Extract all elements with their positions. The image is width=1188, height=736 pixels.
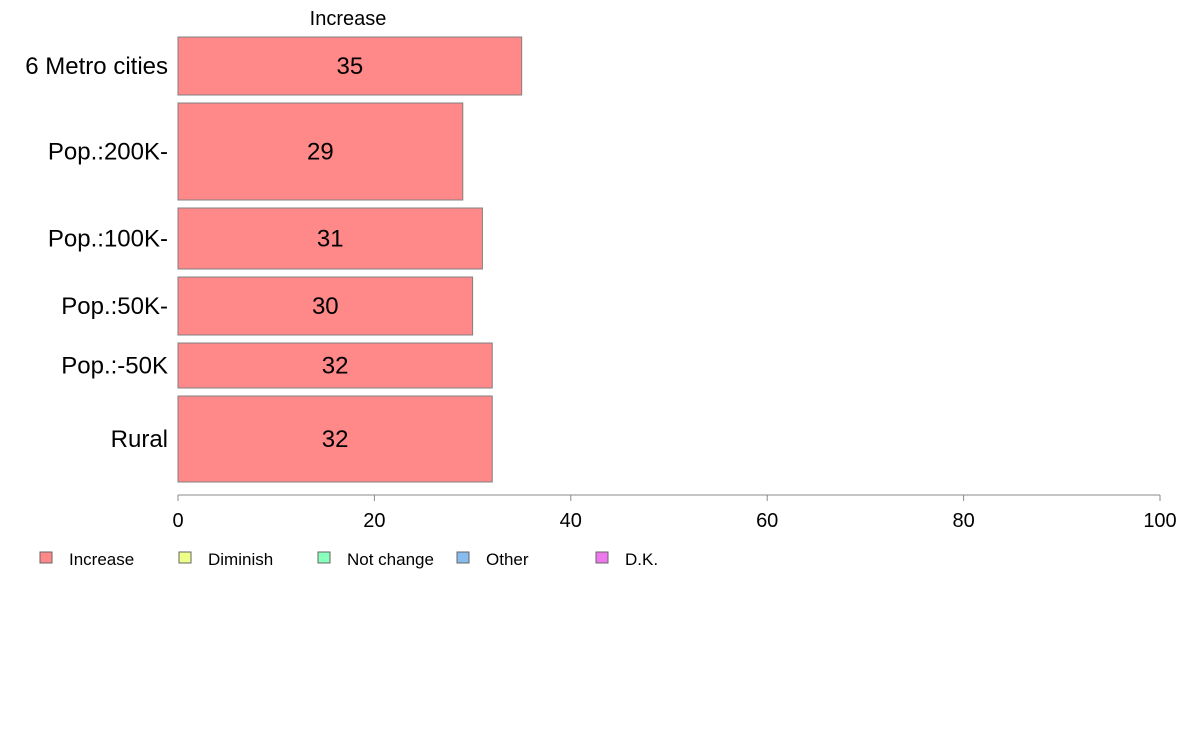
legend-label: Diminish bbox=[208, 550, 273, 569]
x-tick-label: 20 bbox=[363, 510, 385, 532]
category-label: 6 Metro cities bbox=[25, 53, 168, 80]
series-label: Increase bbox=[310, 8, 387, 30]
x-tick-label: 60 bbox=[756, 510, 778, 532]
bar-group: 35 6 Metro cities 29 Pop.:200K- 31 Pop.:100K-… bbox=[25, 36, 523, 483]
x-tick-label: 80 bbox=[952, 510, 974, 532]
legend-label: Not change bbox=[347, 550, 434, 569]
bar bbox=[177, 207, 483, 270]
bar bbox=[177, 36, 523, 96]
legend-label: Increase bbox=[69, 550, 134, 569]
category-label: Pop.:50K- bbox=[61, 293, 168, 320]
x-axis: 0 20 40 60 80 100 bbox=[172, 494, 1177, 532]
category-label: Pop.:100K- bbox=[48, 226, 168, 253]
category-label: Pop.:200K- bbox=[48, 139, 168, 166]
x-tick-label: 0 bbox=[172, 510, 183, 532]
bar bbox=[177, 395, 493, 483]
legend-label: D.K. bbox=[625, 550, 658, 569]
bar-value-label: 30 bbox=[312, 293, 339, 320]
legend-label: Other bbox=[486, 550, 529, 569]
category-label: Rural bbox=[111, 426, 168, 453]
legend-swatch bbox=[595, 551, 609, 564]
category-label: Pop.:-50K bbox=[61, 353, 168, 380]
bar-value-label: 29 bbox=[307, 139, 334, 166]
legend: Increase Diminish Not change Other D.K. bbox=[39, 550, 658, 569]
legend-swatch bbox=[317, 551, 331, 564]
x-tick-label: 100 bbox=[1143, 510, 1176, 532]
bar bbox=[177, 342, 493, 389]
legend-swatch bbox=[456, 551, 470, 564]
legend-swatch bbox=[178, 551, 192, 564]
bar-value-label: 32 bbox=[322, 426, 349, 453]
legend-swatch bbox=[39, 551, 53, 564]
bar-value-label: 31 bbox=[317, 226, 344, 253]
bar-value-label: 32 bbox=[322, 353, 349, 380]
x-tick-label: 40 bbox=[560, 510, 582, 532]
bar bbox=[177, 276, 474, 336]
bar-value-label: 35 bbox=[336, 53, 363, 80]
bar bbox=[177, 102, 464, 201]
